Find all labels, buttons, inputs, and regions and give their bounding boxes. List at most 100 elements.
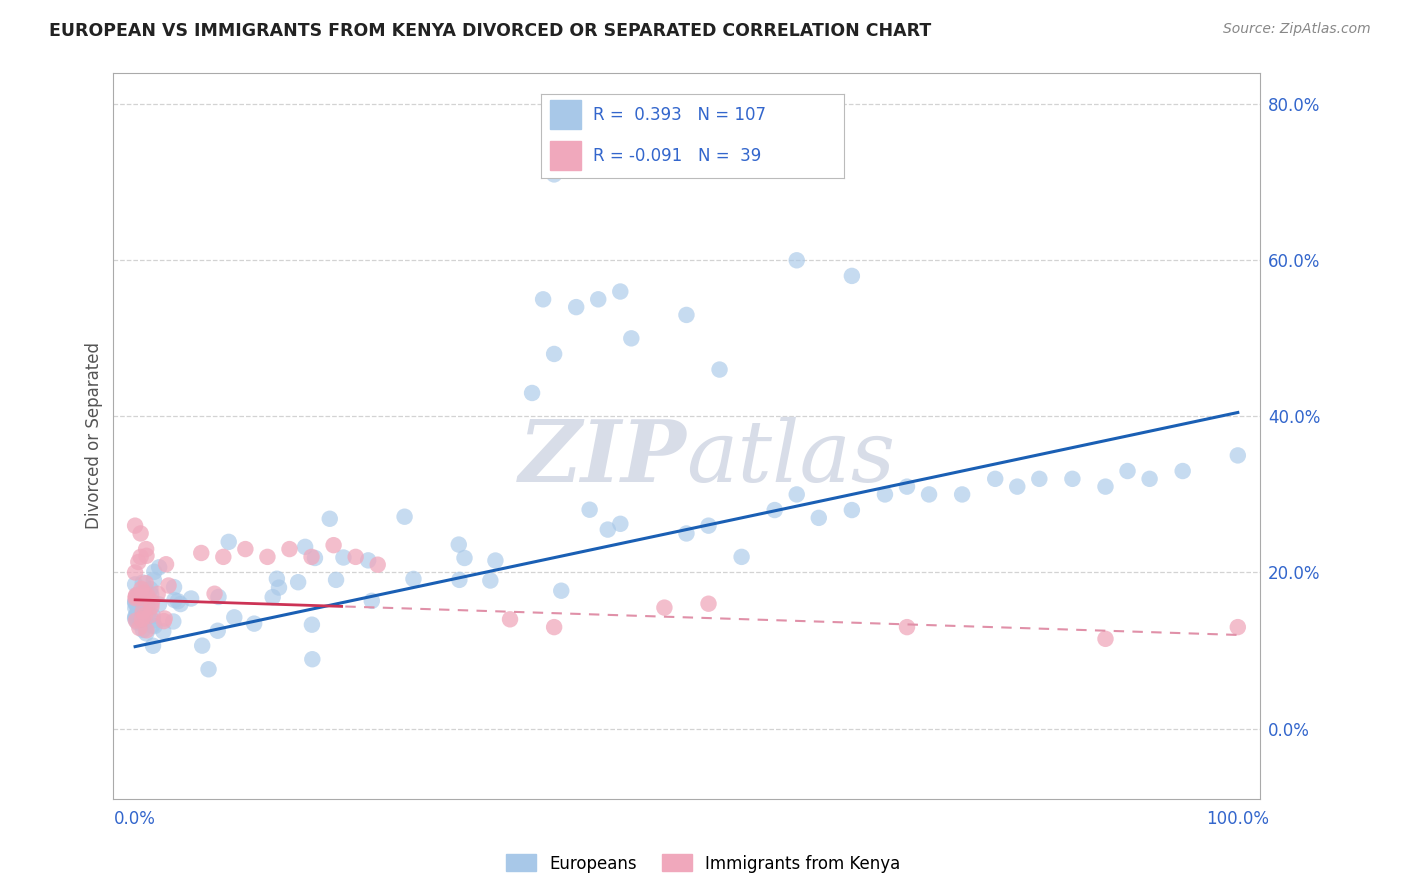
Point <box>125 598 148 612</box>
Point <box>620 331 643 345</box>
Point <box>319 512 342 526</box>
Point <box>1028 472 1050 486</box>
Text: ZIP: ZIP <box>519 416 686 500</box>
Point <box>287 575 309 590</box>
Point <box>135 624 157 638</box>
Point <box>124 518 146 533</box>
Point <box>163 580 186 594</box>
Legend: Europeans, Immigrants from Kenya: Europeans, Immigrants from Kenya <box>499 847 907 880</box>
Point <box>124 601 146 615</box>
Point <box>360 594 382 608</box>
Point <box>135 595 157 609</box>
Point <box>207 624 229 638</box>
Point <box>131 582 153 596</box>
Point <box>235 542 257 557</box>
Point <box>132 588 155 602</box>
Point <box>129 526 152 541</box>
Point <box>125 609 148 624</box>
Point <box>984 472 1007 486</box>
Point <box>697 597 720 611</box>
Point <box>129 605 152 619</box>
Point <box>136 607 159 621</box>
Point <box>125 588 148 602</box>
Point <box>586 293 609 307</box>
Point <box>127 587 149 601</box>
Point <box>131 596 153 610</box>
Text: Source: ZipAtlas.com: Source: ZipAtlas.com <box>1223 22 1371 37</box>
Point <box>128 608 150 623</box>
Point <box>143 565 166 579</box>
Point <box>730 549 752 564</box>
Point <box>786 253 808 268</box>
Point <box>304 551 326 566</box>
Point <box>294 540 316 554</box>
Point <box>402 572 425 586</box>
Point <box>124 577 146 591</box>
Point <box>128 621 150 635</box>
Text: atlas: atlas <box>686 417 896 499</box>
Point <box>135 549 157 563</box>
Point <box>1094 632 1116 646</box>
Point <box>301 549 323 564</box>
Point <box>180 591 202 606</box>
Point <box>124 595 146 609</box>
Point <box>1094 480 1116 494</box>
Point <box>125 592 148 607</box>
Point <box>127 593 149 607</box>
Point <box>212 549 235 564</box>
Point <box>394 509 416 524</box>
Point <box>531 293 554 307</box>
Point <box>709 362 731 376</box>
Point <box>124 609 146 624</box>
Point <box>763 503 786 517</box>
Point <box>135 583 157 598</box>
Point <box>132 585 155 599</box>
Y-axis label: Divorced or Separated: Divorced or Separated <box>86 343 103 530</box>
Point <box>654 600 676 615</box>
Point <box>134 604 156 618</box>
Bar <box>550 101 581 129</box>
Point <box>207 590 229 604</box>
Point <box>131 591 153 605</box>
Point <box>142 609 165 624</box>
Point <box>224 610 246 624</box>
Point <box>131 607 153 621</box>
Point <box>131 610 153 624</box>
Point <box>675 526 697 541</box>
Point <box>453 551 475 566</box>
Point <box>124 566 146 580</box>
Point <box>950 487 973 501</box>
Point <box>155 558 177 572</box>
Point <box>267 581 290 595</box>
Point <box>152 624 174 639</box>
Point <box>134 607 156 622</box>
Point <box>479 574 502 588</box>
Point <box>141 599 163 614</box>
Point <box>344 549 367 564</box>
Point <box>190 546 212 560</box>
Point <box>367 558 389 572</box>
Point <box>322 538 344 552</box>
Point <box>841 268 863 283</box>
Point <box>218 534 240 549</box>
Point <box>142 613 165 627</box>
Point <box>136 599 159 614</box>
Point <box>129 549 152 564</box>
Point <box>163 593 186 607</box>
Point <box>332 550 354 565</box>
Point <box>896 480 918 494</box>
Point <box>141 587 163 601</box>
Point <box>609 285 631 299</box>
Point <box>786 487 808 501</box>
Bar <box>550 141 581 169</box>
Point <box>136 589 159 603</box>
Point <box>266 572 288 586</box>
Point <box>1226 449 1249 463</box>
Point <box>143 619 166 633</box>
Point <box>139 608 162 623</box>
Point <box>169 597 191 611</box>
Point <box>697 518 720 533</box>
Point <box>132 623 155 637</box>
Point <box>675 308 697 322</box>
Point <box>166 594 188 608</box>
